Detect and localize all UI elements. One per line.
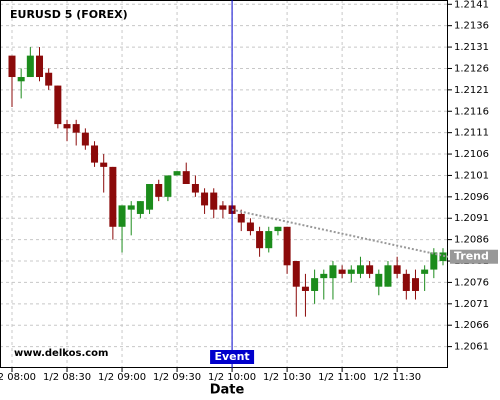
watermark: www.delkos.com — [14, 348, 108, 359]
y-tick-label: 1.2096 — [454, 192, 489, 203]
candle-body — [256, 231, 264, 249]
candle-body — [63, 124, 71, 129]
candle-body — [72, 124, 80, 133]
chart-title: EURUSD 5 (FOREX) — [10, 8, 128, 21]
candle-body — [91, 145, 99, 163]
candle-body — [8, 55, 16, 78]
candle-body — [347, 269, 355, 274]
y-tick-label: 1.2136 — [454, 21, 489, 32]
y-tick-label: 1.2111 — [454, 128, 489, 139]
candle-body — [127, 205, 135, 210]
candle-body — [136, 201, 144, 214]
x-tick-label: 1/2 10:00 — [208, 372, 256, 383]
x-tick-label: 1/2 08:00 — [0, 372, 36, 383]
x-tick-label: 1/2 11:00 — [318, 372, 366, 383]
x-tick-label: 1/2 09:30 — [153, 372, 201, 383]
candle-body — [265, 231, 273, 249]
candle-body — [338, 269, 346, 274]
candle-body — [100, 162, 108, 167]
candle-body — [109, 166, 117, 227]
y-tick-label: 1.2101 — [454, 170, 489, 181]
candle-body — [173, 171, 181, 176]
event-label: Event — [214, 350, 249, 363]
candle-body — [17, 77, 25, 82]
candle-body — [301, 286, 309, 291]
candle-body — [366, 265, 374, 274]
candle-body — [329, 265, 337, 279]
candle-body — [246, 222, 254, 232]
x-tick-label: 1/2 09:00 — [98, 372, 146, 383]
candle-body — [155, 184, 163, 197]
candle-body — [81, 132, 89, 146]
candle-body — [283, 226, 291, 266]
trend-label-box — [450, 249, 498, 264]
x-tick-label: 1/2 08:30 — [43, 372, 91, 383]
candle-body — [402, 273, 410, 291]
candle-body — [375, 273, 383, 287]
candle-body — [182, 171, 190, 184]
y-tick-label: 1.2076 — [454, 277, 489, 288]
y-tick-label: 1.2141 — [454, 0, 489, 10]
x-axis-title: Date — [210, 383, 245, 398]
candle-body — [191, 184, 199, 193]
y-tick-label: 1.2121 — [454, 85, 489, 96]
candle-body — [210, 192, 218, 210]
y-tick-label: 1.2061 — [454, 342, 489, 353]
candle-body — [311, 278, 319, 291]
candle-body — [54, 85, 62, 125]
y-tick-label: 1.2086 — [454, 235, 489, 246]
candle-body — [201, 192, 209, 206]
y-tick-label: 1.2066 — [454, 320, 489, 331]
x-tick-label: 1/2 10:30 — [263, 372, 311, 383]
candle-body — [146, 184, 154, 210]
y-tick-label: 1.2116 — [454, 106, 489, 117]
y-tick-label: 1.2071 — [454, 299, 489, 310]
candle-body — [421, 269, 429, 274]
x-tick-label: 1/2 11:30 — [373, 372, 421, 383]
y-tick-label: 1.2126 — [454, 63, 489, 74]
candle-body — [26, 55, 34, 78]
candle-body — [439, 252, 447, 262]
candle-body — [237, 213, 245, 223]
candle-body — [118, 205, 126, 227]
candle-body — [292, 261, 300, 287]
y-tick-label: 1.2131 — [454, 42, 489, 53]
candle-body — [430, 252, 438, 270]
candle-body — [36, 55, 44, 78]
candle-body — [411, 278, 419, 291]
y-tick-label: 1.2091 — [454, 213, 489, 224]
candle-body — [164, 175, 172, 197]
event-label-box — [210, 350, 255, 364]
y-tick-label: 1.2106 — [454, 149, 489, 160]
candle-body — [384, 265, 392, 287]
trend-line — [231, 208, 449, 258]
candle-body — [274, 226, 282, 232]
candle-body — [320, 273, 328, 279]
trend-label: Trend — [454, 250, 489, 263]
candle-body — [219, 205, 227, 210]
candle-body — [393, 265, 401, 274]
plot-frame — [0, 0, 448, 368]
candle-body — [356, 265, 364, 274]
candle-body — [45, 72, 53, 86]
